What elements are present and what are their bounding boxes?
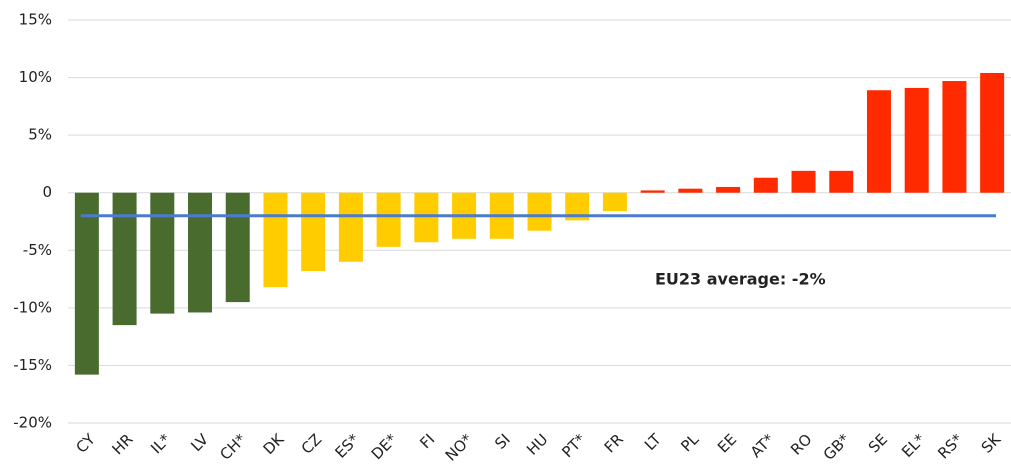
bar — [980, 72, 1005, 193]
x-tick-label: SI — [491, 430, 514, 453]
bar — [150, 192, 175, 314]
bar — [376, 192, 401, 247]
y-tick-label: -5% — [23, 241, 52, 259]
y-tick-label: 5% — [28, 126, 52, 144]
bar — [414, 192, 439, 243]
y-tick-label: -20% — [13, 414, 52, 432]
y-tick-label: 0 — [42, 183, 52, 201]
bar — [791, 170, 816, 193]
x-tick-label: AT* — [747, 430, 778, 461]
x-tick-label: HU — [523, 430, 551, 458]
x-tick-label: CY — [72, 430, 99, 457]
x-tick-label: FR — [601, 430, 627, 456]
x-tick-label: DK — [260, 429, 289, 458]
bar — [527, 192, 552, 231]
bar — [866, 90, 891, 193]
x-tick-label: CZ — [298, 430, 325, 457]
bar — [263, 192, 288, 288]
x-tick-label: SE — [865, 430, 891, 456]
x-tick-label: IL* — [147, 430, 174, 457]
x-tick-label: GB* — [820, 430, 854, 464]
x-tick-label: ES* — [331, 430, 363, 462]
x-tick-label: FI — [416, 430, 438, 452]
bar — [74, 192, 99, 375]
bar — [942, 81, 967, 193]
x-tick-label: CH* — [216, 430, 250, 464]
x-tick-label: SK — [978, 429, 1005, 456]
bar — [301, 192, 326, 272]
x-tick-label: RS* — [934, 430, 966, 462]
x-tick-label: EL* — [898, 430, 929, 461]
bar — [602, 192, 627, 212]
bar — [904, 87, 929, 193]
x-tick-label: LT — [641, 430, 665, 454]
bar — [338, 192, 363, 262]
x-tick-label: RO — [787, 430, 815, 458]
bar — [753, 177, 778, 193]
bar — [112, 192, 137, 326]
x-tick-label: EE — [714, 430, 740, 456]
x-tick-label: PT* — [558, 430, 589, 461]
bar — [829, 170, 854, 193]
bar — [188, 192, 213, 313]
bar — [678, 188, 703, 193]
x-tick-label: LV — [187, 430, 212, 455]
bar — [640, 190, 665, 193]
y-tick-label: 15% — [19, 11, 52, 29]
y-tick-label: 10% — [19, 68, 52, 86]
bars — [74, 72, 1005, 375]
x-tick-label: NO* — [442, 430, 477, 465]
x-tick-label: HR — [109, 430, 137, 458]
y-tick-label: -15% — [13, 356, 52, 374]
bar — [225, 192, 250, 303]
x-tick-label: PL — [677, 430, 702, 455]
y-tick-label: -10% — [13, 298, 52, 316]
x-tick-label: DE* — [368, 430, 401, 463]
bar — [716, 186, 741, 193]
average-label: EU23 average: -2% — [655, 270, 826, 289]
